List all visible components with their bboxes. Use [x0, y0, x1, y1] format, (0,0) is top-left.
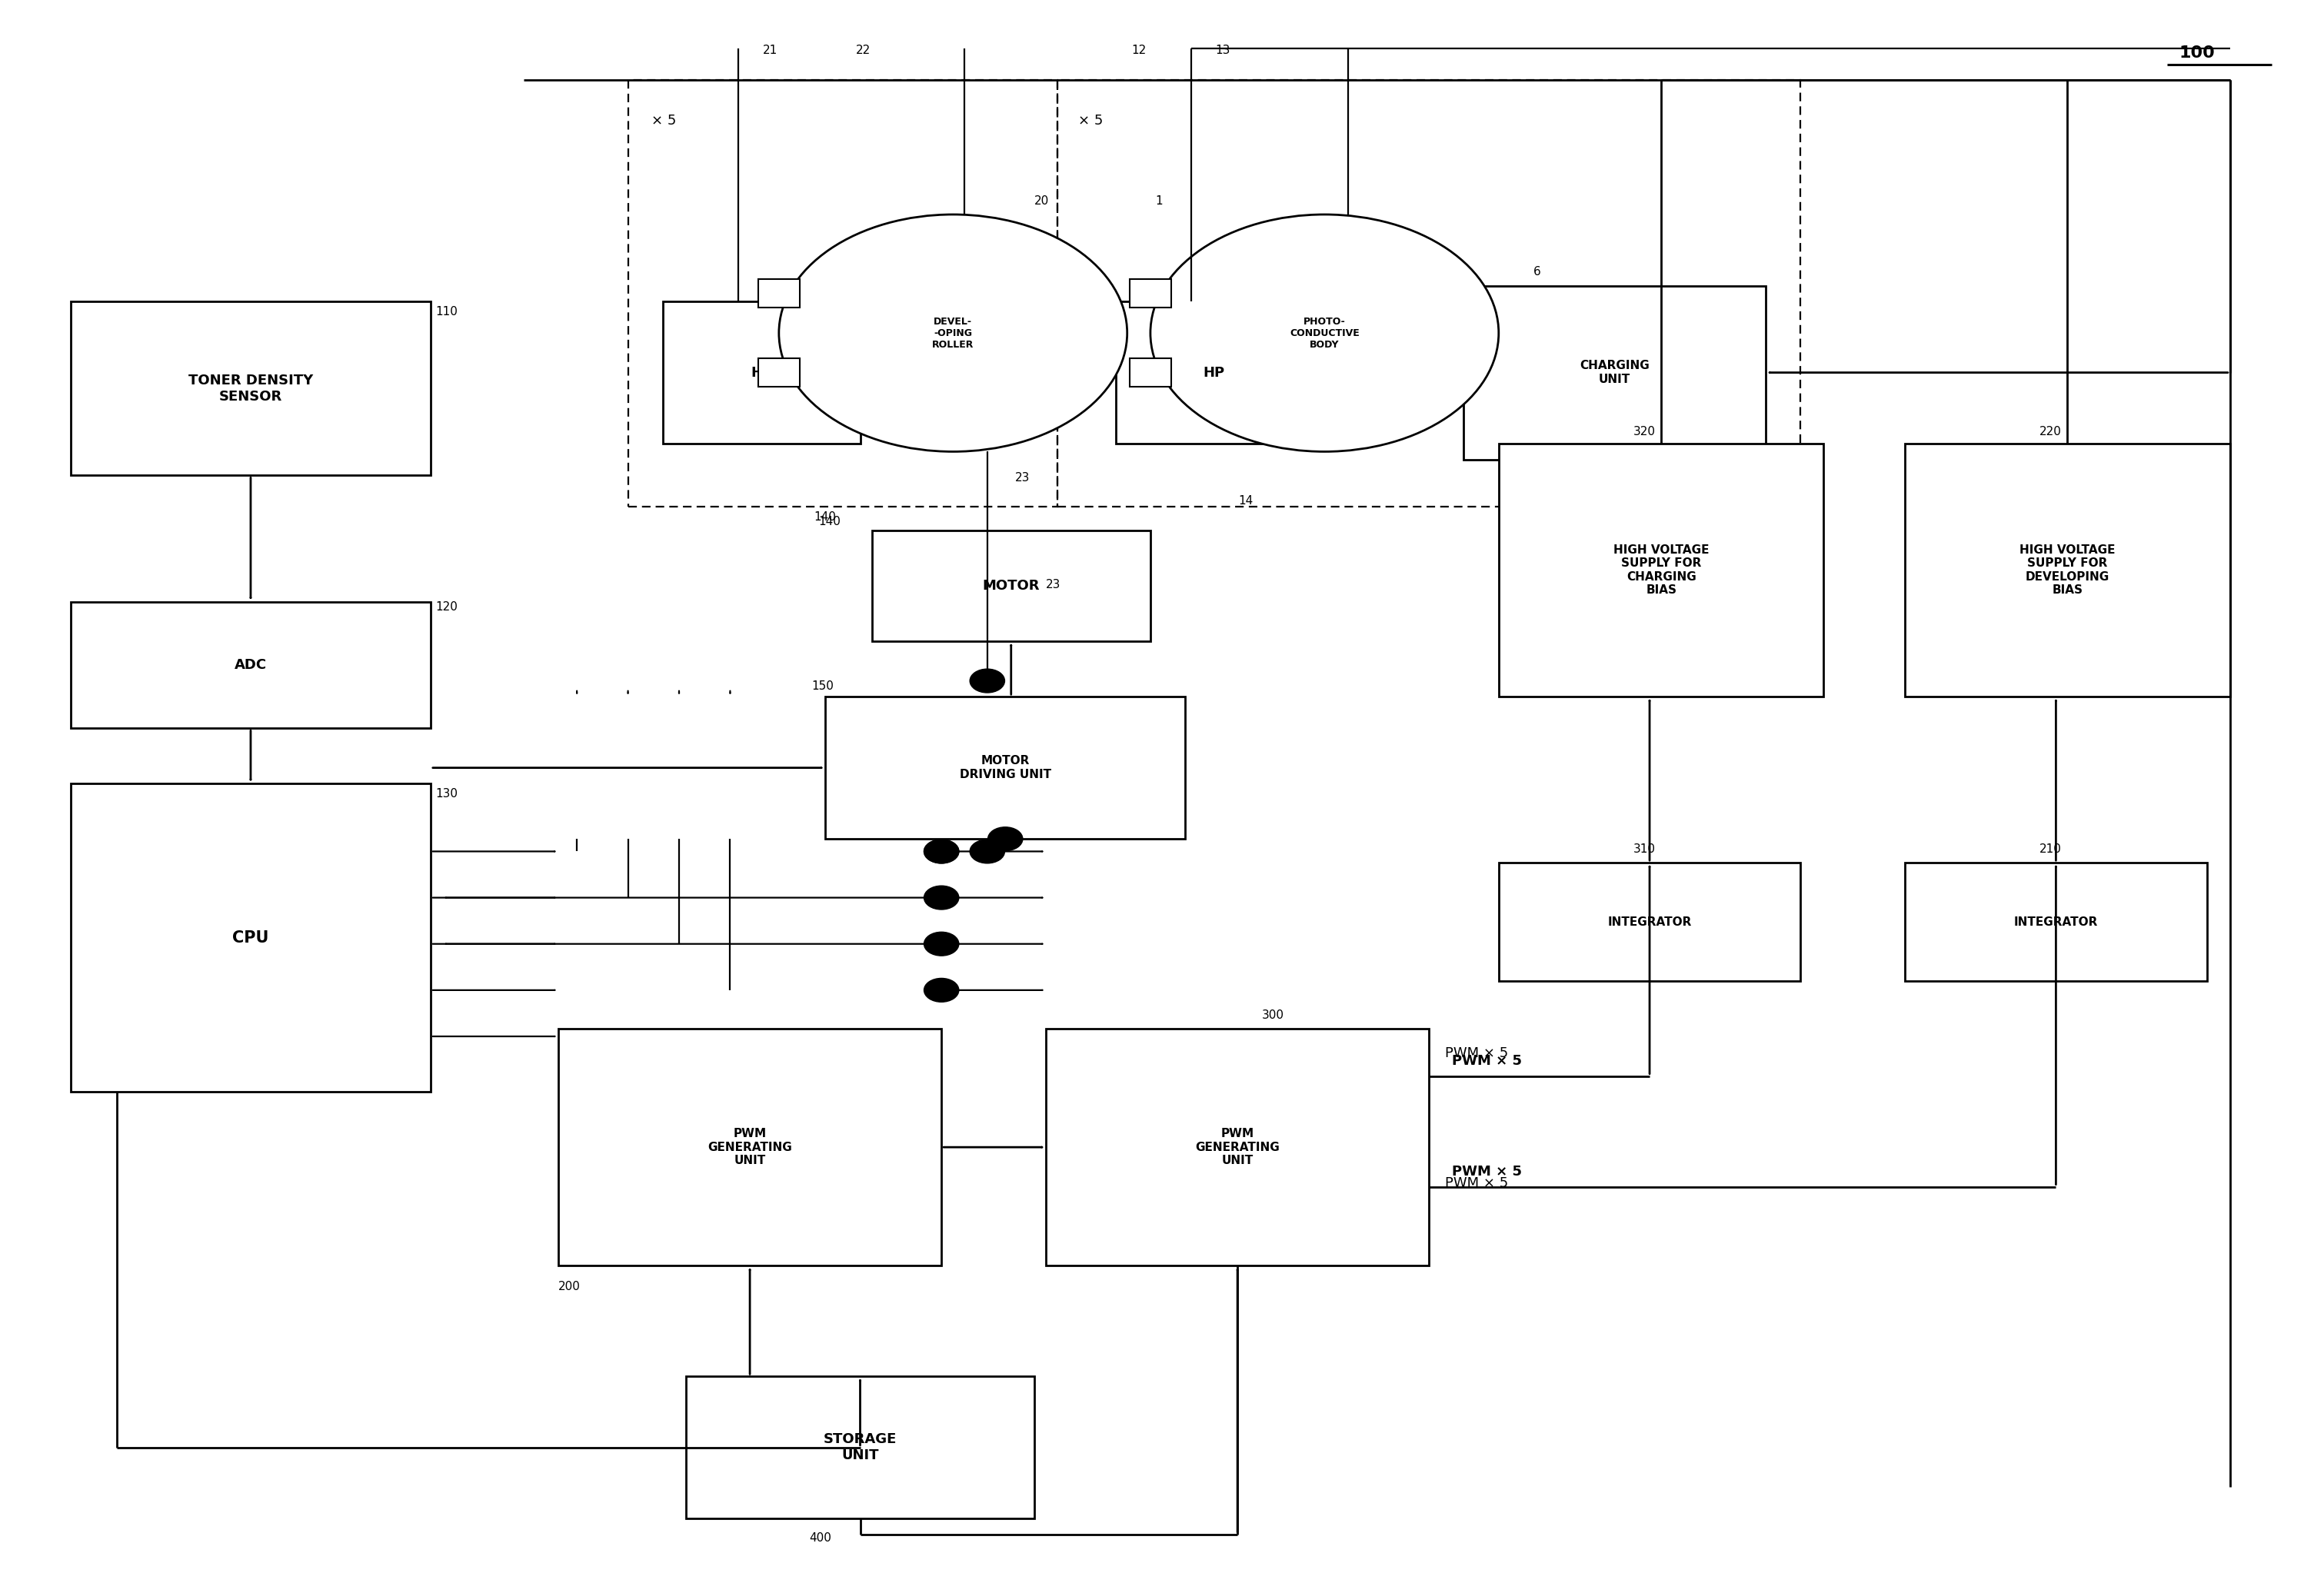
Text: 6: 6: [1534, 266, 1541, 277]
FancyBboxPatch shape: [686, 1377, 1034, 1518]
Text: 100: 100: [2180, 46, 2215, 60]
Text: STORAGE
UNIT: STORAGE UNIT: [823, 1433, 897, 1463]
FancyBboxPatch shape: [1464, 285, 1766, 459]
Text: × 5: × 5: [651, 114, 676, 128]
FancyBboxPatch shape: [1046, 1029, 1429, 1266]
Text: 22: 22: [855, 44, 869, 57]
Circle shape: [988, 826, 1023, 850]
FancyBboxPatch shape: [558, 1029, 941, 1266]
Text: 400: 400: [809, 1532, 832, 1543]
Text: PWM × 5: PWM × 5: [1446, 1176, 1508, 1190]
FancyBboxPatch shape: [1906, 863, 2208, 981]
Text: ADC: ADC: [235, 659, 267, 671]
Text: 140: 140: [818, 516, 841, 527]
Text: 120: 120: [435, 602, 458, 613]
Text: PWM × 5: PWM × 5: [1452, 1165, 1522, 1179]
Circle shape: [925, 839, 960, 863]
Circle shape: [1150, 214, 1499, 451]
Bar: [758, 279, 799, 307]
Text: 1: 1: [1155, 195, 1162, 206]
Circle shape: [969, 839, 1004, 863]
Text: PWM
GENERATING
UNIT: PWM GENERATING UNIT: [1195, 1129, 1281, 1167]
FancyBboxPatch shape: [1116, 301, 1313, 443]
Text: 12: 12: [1132, 44, 1146, 57]
Text: 14: 14: [1239, 495, 1253, 507]
Text: 23: 23: [1046, 579, 1060, 590]
Text: PWM
GENERATING
UNIT: PWM GENERATING UNIT: [709, 1129, 792, 1167]
FancyBboxPatch shape: [1499, 863, 1801, 981]
Text: 23: 23: [1016, 472, 1030, 483]
FancyBboxPatch shape: [662, 301, 860, 443]
Text: 210: 210: [2040, 844, 2061, 855]
FancyBboxPatch shape: [825, 697, 1185, 839]
Bar: [758, 358, 799, 386]
Text: 300: 300: [1262, 1010, 1285, 1021]
Circle shape: [779, 214, 1127, 451]
FancyBboxPatch shape: [1906, 443, 2231, 697]
FancyBboxPatch shape: [70, 784, 430, 1092]
Text: 20: 20: [1034, 195, 1048, 206]
Text: 200: 200: [558, 1281, 581, 1293]
FancyBboxPatch shape: [1499, 443, 1824, 697]
Text: CPU: CPU: [232, 931, 270, 945]
Bar: [1129, 358, 1171, 386]
Text: CHARGING
UNIT: CHARGING UNIT: [1580, 359, 1650, 385]
Text: HIGH VOLTAGE
SUPPLY FOR
CHARGING
BIAS: HIGH VOLTAGE SUPPLY FOR CHARGING BIAS: [1613, 545, 1708, 597]
Text: 21: 21: [762, 44, 779, 57]
Text: 150: 150: [811, 681, 834, 692]
Text: 13: 13: [1215, 44, 1229, 57]
FancyBboxPatch shape: [70, 301, 430, 475]
Circle shape: [925, 978, 960, 1002]
Text: × 5: × 5: [1078, 114, 1104, 128]
Text: 110: 110: [435, 306, 458, 317]
Text: 220: 220: [2040, 426, 2061, 437]
Text: 310: 310: [1634, 844, 1655, 855]
FancyBboxPatch shape: [872, 530, 1150, 641]
Text: PHOTO-
CONDUCTIVE
BODY: PHOTO- CONDUCTIVE BODY: [1290, 317, 1360, 350]
Text: HIGH VOLTAGE
SUPPLY FOR
DEVELOPING
BIAS: HIGH VOLTAGE SUPPLY FOR DEVELOPING BIAS: [2020, 545, 2115, 597]
Text: HP: HP: [751, 366, 772, 380]
Circle shape: [925, 932, 960, 956]
Bar: [1129, 279, 1171, 307]
Text: HP: HP: [1204, 366, 1225, 380]
Circle shape: [925, 886, 960, 910]
Text: INTEGRATOR: INTEGRATOR: [1608, 917, 1692, 928]
Text: 320: 320: [1634, 426, 1655, 437]
Text: INTEGRATOR: INTEGRATOR: [2015, 917, 2099, 928]
FancyBboxPatch shape: [70, 602, 430, 728]
Circle shape: [969, 670, 1004, 693]
Text: 140: 140: [813, 511, 837, 522]
Text: TONER DENSITY
SENSOR: TONER DENSITY SENSOR: [188, 374, 314, 404]
Circle shape: [925, 839, 960, 863]
Text: DEVEL-
-OPING
ROLLER: DEVEL- -OPING ROLLER: [932, 317, 974, 350]
Text: MOTOR: MOTOR: [983, 579, 1039, 594]
Text: PWM × 5: PWM × 5: [1452, 1054, 1522, 1069]
Text: 130: 130: [435, 788, 458, 799]
Text: MOTOR
DRIVING UNIT: MOTOR DRIVING UNIT: [960, 755, 1050, 780]
Text: PWM × 5: PWM × 5: [1446, 1046, 1508, 1061]
